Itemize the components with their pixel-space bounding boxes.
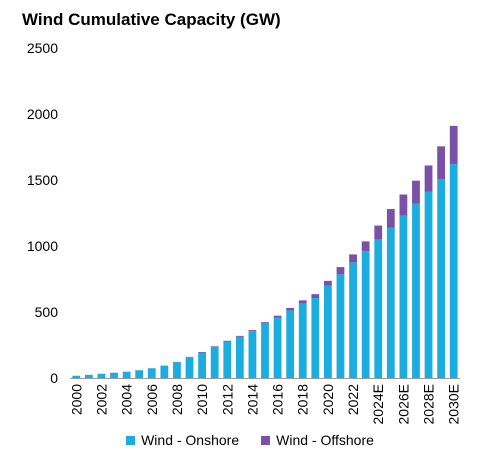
bar-onshore-2004	[122, 371, 131, 378]
bar-offshore-2012	[223, 340, 232, 342]
bar-offshore-2029E	[437, 146, 446, 180]
y-axis-tick-labels: 0 500 1000 1500 2000 2500	[27, 40, 58, 386]
bar-onshore-2028E	[424, 191, 433, 378]
x-tick-label: 2014	[244, 384, 260, 415]
bar-onshore-2009	[185, 357, 194, 378]
legend-item-onshore: Wind - Onshore	[126, 432, 239, 448]
x-tick-label: 2020	[320, 384, 336, 415]
bar-onshore-2015	[261, 323, 269, 378]
bar-offshore-2025E	[386, 209, 395, 228]
bar-onshore-2017	[286, 310, 295, 378]
bar-offshore-2014	[248, 330, 257, 332]
bar-onshore-2025E	[386, 227, 395, 378]
bar-onshore-2027E	[412, 203, 420, 378]
bar-offshore-2028E	[424, 165, 433, 192]
bar-offshore-2013	[235, 335, 244, 337]
bar-onshore-2012	[223, 341, 232, 378]
bar-onshore-2000	[72, 375, 81, 378]
legend-item-offshore: Wind - Offshore	[261, 432, 374, 448]
bar-onshore-2024E	[374, 239, 383, 378]
bar-onshore-2029E	[437, 179, 446, 378]
bar-onshore-2013	[235, 336, 244, 378]
bar-onshore-2006	[147, 368, 156, 378]
bar-offshore-2020	[324, 280, 332, 286]
bar-onshore-2001	[84, 374, 93, 378]
bar-onshore-2018	[298, 303, 307, 378]
bar-onshore-2030E	[449, 164, 458, 378]
bar-onshore-2005	[135, 370, 144, 378]
chart-title: Wind Cumulative Capacity (GW)	[22, 10, 281, 29]
bar-offshore-2017	[286, 307, 295, 311]
bar-offshore-2010	[198, 352, 206, 353]
bar-stacks	[72, 125, 458, 378]
x-tick-label: 2016	[270, 384, 286, 415]
x-tick-label: 2010	[194, 384, 210, 415]
bar-onshore-2011	[210, 346, 219, 378]
y-tick-label: 1500	[27, 172, 58, 188]
x-tick-label: 2028E	[421, 384, 437, 424]
legend-swatch-onshore	[126, 435, 136, 445]
bar-offshore-2021	[336, 267, 345, 275]
bar-onshore-2008	[173, 362, 181, 378]
bar-offshore-2016	[273, 315, 282, 318]
bar-offshore-2011	[210, 346, 219, 347]
bar-onshore-2021	[336, 274, 345, 378]
x-tick-label: 2012	[219, 384, 235, 415]
legend-label-offshore: Wind - Offshore	[276, 432, 374, 448]
bar-onshore-2014	[248, 331, 257, 378]
x-tick-label: 2008	[169, 384, 185, 415]
bar-offshore-2026E	[399, 194, 408, 216]
bar-onshore-2002	[97, 373, 106, 378]
bar-onshore-2022	[349, 262, 357, 378]
y-tick-label: 500	[35, 304, 59, 320]
x-tick-label: 2022	[345, 384, 361, 415]
bar-onshore-2010	[198, 352, 206, 378]
x-tick-label: 2026E	[395, 384, 411, 424]
bar-onshore-2016	[273, 317, 282, 378]
bar-offshore-2019	[311, 294, 320, 299]
legend-swatch-offshore	[261, 435, 271, 445]
bar-onshore-2023	[361, 251, 370, 378]
x-axis-tick-labels: 2000 2002 2004 2006 2008 2010 2012 2014 2016 2018…	[68, 384, 461, 425]
bar-offshore-2024E	[374, 225, 383, 240]
bar-onshore-2020	[324, 285, 332, 378]
bar-offshore-2022	[349, 254, 357, 263]
legend: Wind - Onshore Wind - Offshore	[0, 432, 500, 448]
y-tick-label: 1000	[27, 238, 58, 254]
x-tick-label: 2002	[93, 384, 109, 415]
bar-onshore-2007	[160, 365, 169, 378]
y-tick-label: 0	[50, 370, 58, 386]
bar-offshore-2015	[261, 322, 269, 324]
x-tick-label: 2004	[119, 384, 135, 415]
y-tick-label: 2000	[27, 106, 58, 122]
bar-onshore-2003	[110, 372, 118, 378]
x-tick-label: 2006	[144, 384, 160, 415]
bar-onshore-2019	[311, 298, 320, 378]
bar-offshore-2027E	[412, 180, 420, 204]
legend-label-onshore: Wind - Onshore	[141, 432, 240, 448]
bar-offshore-2018	[298, 300, 307, 304]
x-tick-label: 2000	[68, 384, 84, 415]
x-tick-label: 2030E	[446, 384, 462, 424]
bar-offshore-2023	[361, 241, 370, 252]
bar-onshore-2026E	[399, 215, 408, 378]
x-tick-label: 2024E	[370, 384, 386, 424]
bar-offshore-2030E	[449, 125, 458, 165]
x-tick-label: 2018	[295, 384, 311, 415]
y-tick-label: 2500	[27, 40, 58, 56]
